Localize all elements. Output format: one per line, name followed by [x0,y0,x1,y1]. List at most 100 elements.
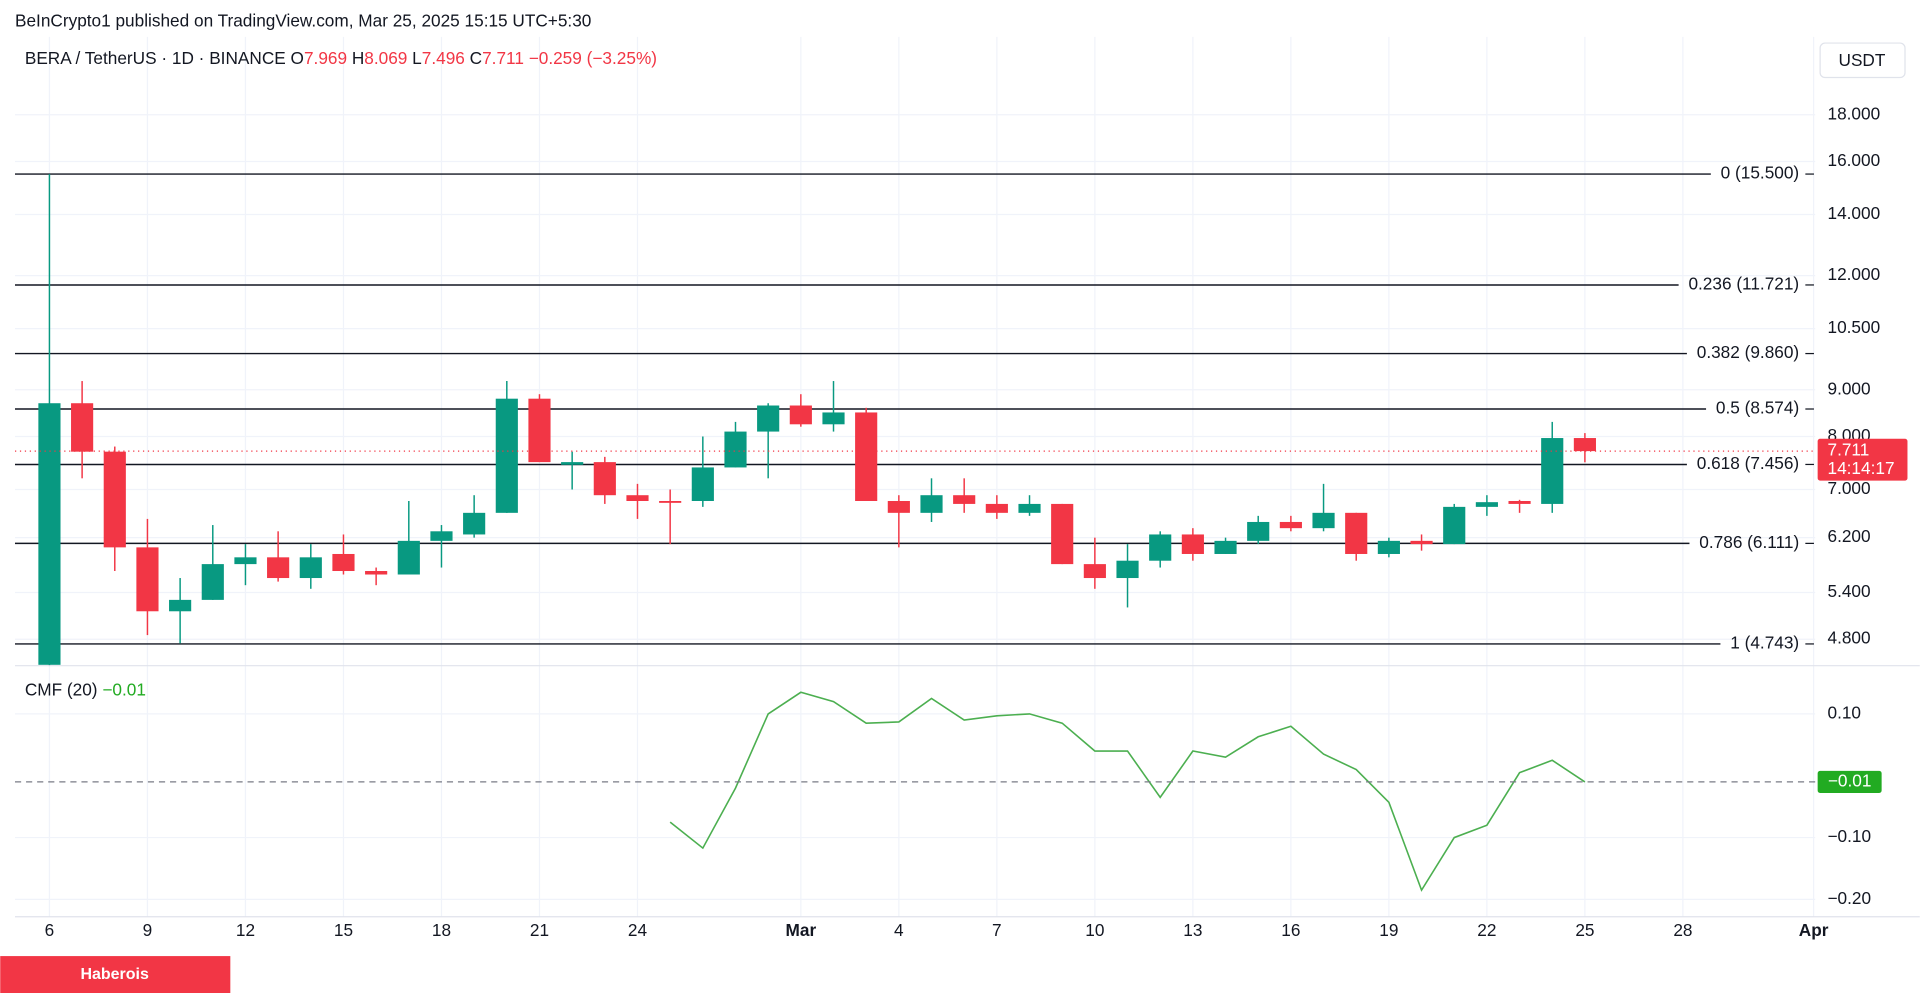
cmf-tag [1817,770,1882,794]
candle-body [332,553,355,572]
y-tick-label: 14.000 [1827,203,1880,223]
candle-body [1214,540,1237,554]
high-value: 8.069 [364,48,407,68]
cmf-name: CMF (20) [25,679,98,699]
y-tick-label: 10.500 [1827,317,1880,337]
candle-body [1573,438,1596,452]
x-tick-label: 22 [1477,920,1496,940]
x-tick-label: 15 [334,920,353,940]
candle-body [1345,512,1368,554]
fib-label: 0.236 (11.721) [1688,274,1799,294]
candle-body [1410,540,1433,545]
low-value: 7.496 [422,48,465,68]
fib-label: 1 (4.743) [1730,632,1799,652]
candle-body [953,495,976,504]
x-tick-label: 24 [628,920,648,940]
y-tick-label: 9.000 [1827,378,1870,398]
cmf-tick-label: −0.10 [1827,826,1871,846]
candle-body [561,462,584,465]
fib-label: 0 (15.500) [1721,163,1799,183]
x-tick-label: 10 [1085,920,1104,940]
candle-body [887,500,910,513]
candle-body [1116,560,1139,579]
candle-body [267,557,290,579]
candle-body [1247,521,1270,541]
candle-body [1279,521,1302,529]
fib-label: 0.786 (6.111) [1699,532,1799,552]
cmf-tag-value: −0.01 [1828,770,1872,790]
candle-body [920,495,943,513]
symbol-line: BERA / TetherUS · 1D · BINANCE O7.969 H8… [25,48,657,68]
candle-body [789,405,812,425]
candle-body [1312,512,1335,529]
candle-body [299,557,322,579]
y-tick-label: 18.000 [1827,103,1880,123]
countdown: 14:14:17 [1827,458,1894,478]
footer-text: Haberois [80,966,149,983]
x-tick-label: 18 [432,920,451,940]
open-label: O [291,48,304,68]
candle-body [1083,564,1106,579]
y-tick-label: 7.000 [1827,478,1870,498]
currency-box[interactable] [1819,42,1906,79]
x-tick-label: 28 [1673,920,1692,940]
fib-label: 0.618 (7.456) [1697,453,1799,473]
x-tick-label: 19 [1379,920,1398,940]
candle-body [724,431,747,468]
candle-body [855,412,878,501]
y-tick-label: 6.200 [1827,526,1870,546]
cmf-last: −0.01 [102,679,146,699]
cmf-tick-label: 0.10 [1827,702,1861,722]
candle-body [1443,506,1466,545]
low-label: L [412,48,422,68]
candle-body [71,403,94,452]
x-tick-label: 21 [530,920,549,940]
candle-body [365,571,388,575]
x-tick-label: Apr [1799,920,1829,940]
candle-body [136,547,159,612]
fib-label: 0.382 (9.860) [1697,342,1799,362]
open-value: 7.969 [304,48,347,68]
candle-body [691,467,714,501]
y-tick-label: 12.000 [1827,264,1880,284]
plot: 6 9 12 15 18 21 24 Mar 4 7 10 13 16 19 22 25 28 Apr 18.000… [14,36,1908,940]
candle-body [103,451,126,548]
x-tick-label: Mar [786,920,817,940]
candle-body [1018,503,1041,513]
candle-body [593,462,616,496]
cmf-line [669,691,1586,892]
candle-body [169,599,192,612]
x-tick-label: 13 [1183,920,1202,940]
candle-body [659,500,682,503]
candle-body [1541,438,1564,504]
candle-body [397,540,420,575]
cmf-legend: CMF (20) −0.01 [25,679,146,699]
candle-body [201,564,224,600]
y-tick-label: 16.000 [1827,150,1880,170]
x-tick-label: 9 [143,920,153,940]
candle-body [822,412,845,425]
change: −0.259 [529,48,582,68]
candle-body [234,557,257,565]
high-label: H [352,48,364,68]
candle-body [1181,534,1204,554]
fib-label: 0.5 (8.574) [1716,398,1799,418]
x-tick-label: 16 [1281,920,1300,940]
x-tick-label: 12 [236,920,255,940]
candle-body [985,503,1008,513]
x-tick-label: 7 [992,920,1002,940]
y-tick-label: 5.400 [1827,581,1870,601]
candle-body [528,398,551,463]
y-tick-label: 4.800 [1827,628,1870,648]
candle-body [430,531,453,541]
footer-badge [0,956,231,993]
currency[interactable]: USDT [1839,50,1886,70]
price-tag-value: 7.711 [1827,440,1869,460]
x-tick-label: 25 [1575,920,1594,940]
symbol: BERA / TetherUS · 1D · BINANCE [25,48,286,68]
close-value: 7.711 [482,48,524,68]
candle-body [626,495,649,501]
candle-body [1508,500,1531,504]
candle-body [38,403,61,665]
